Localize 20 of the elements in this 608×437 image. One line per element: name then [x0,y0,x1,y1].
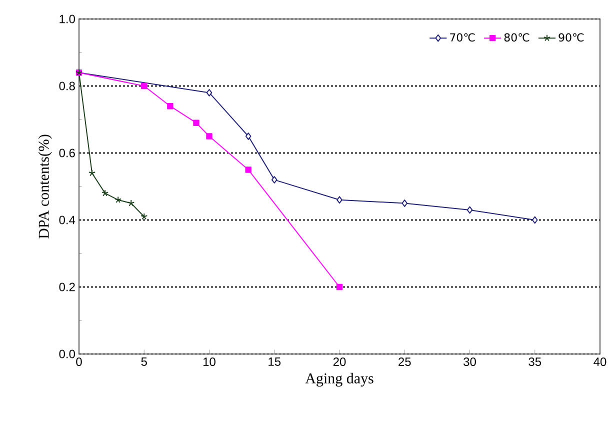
x-tick-label: 35 [528,358,542,366]
x-tick-label: 20 [333,358,346,366]
y-tick-label: 1.0 [60,14,76,24]
y-tick-label: 0.6 [59,148,75,158]
legend-label: 80℃ [504,33,530,42]
x-tick-label: 40 [594,358,606,366]
y-tick-label: 0.2 [59,282,75,292]
x-tick-label: 10 [203,358,216,366]
y-axis-title: DPA contents(%) [38,134,52,238]
x-tick-label: 30 [464,358,476,366]
x-tick-label: 0 [76,358,82,366]
x-tick-label: 25 [398,358,411,366]
y-tick-label: 0.8 [59,82,75,90]
x-tick-label: 15 [268,358,281,366]
x-tick-label: 5 [141,358,147,366]
legend-label: 90℃ [558,33,584,42]
legend-label: 70℃ [450,33,475,42]
y-tick-label: 0.0 [59,350,76,358]
y-tick-label: 0.4 [59,216,76,224]
x-axis-title: Aging days [305,372,374,387]
